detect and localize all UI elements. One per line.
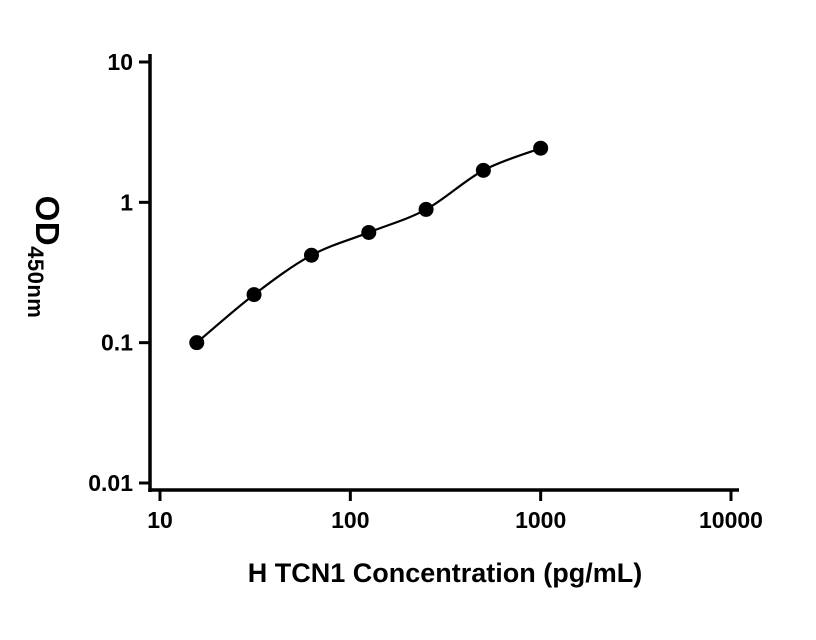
data-point bbox=[533, 140, 549, 156]
data-point bbox=[246, 287, 262, 303]
y-tick-label: 10 bbox=[107, 49, 133, 75]
y-tick-label: 0.1 bbox=[101, 330, 133, 356]
x-tick-label: 10000 bbox=[699, 507, 763, 533]
data-point bbox=[418, 201, 434, 217]
y-tick-label: 1 bbox=[120, 189, 133, 215]
x-tick-label: 100 bbox=[331, 507, 369, 533]
x-axis-title: H TCN1 Concentration (pg/mL) bbox=[247, 558, 643, 588]
y-axis-title: OD450nm bbox=[22, 196, 66, 319]
data-point bbox=[189, 335, 205, 351]
y-axis-title-subscript: 450nm bbox=[23, 246, 49, 319]
data-point bbox=[361, 224, 377, 240]
y-axis-title-main: OD bbox=[28, 195, 66, 247]
fit-curve bbox=[196, 147, 542, 344]
x-tick-label: 10 bbox=[147, 507, 173, 533]
data-point bbox=[303, 247, 319, 263]
data-point bbox=[475, 162, 491, 178]
x-tick-label: 1000 bbox=[515, 507, 566, 533]
y-tick-label: 0.01 bbox=[88, 470, 133, 496]
